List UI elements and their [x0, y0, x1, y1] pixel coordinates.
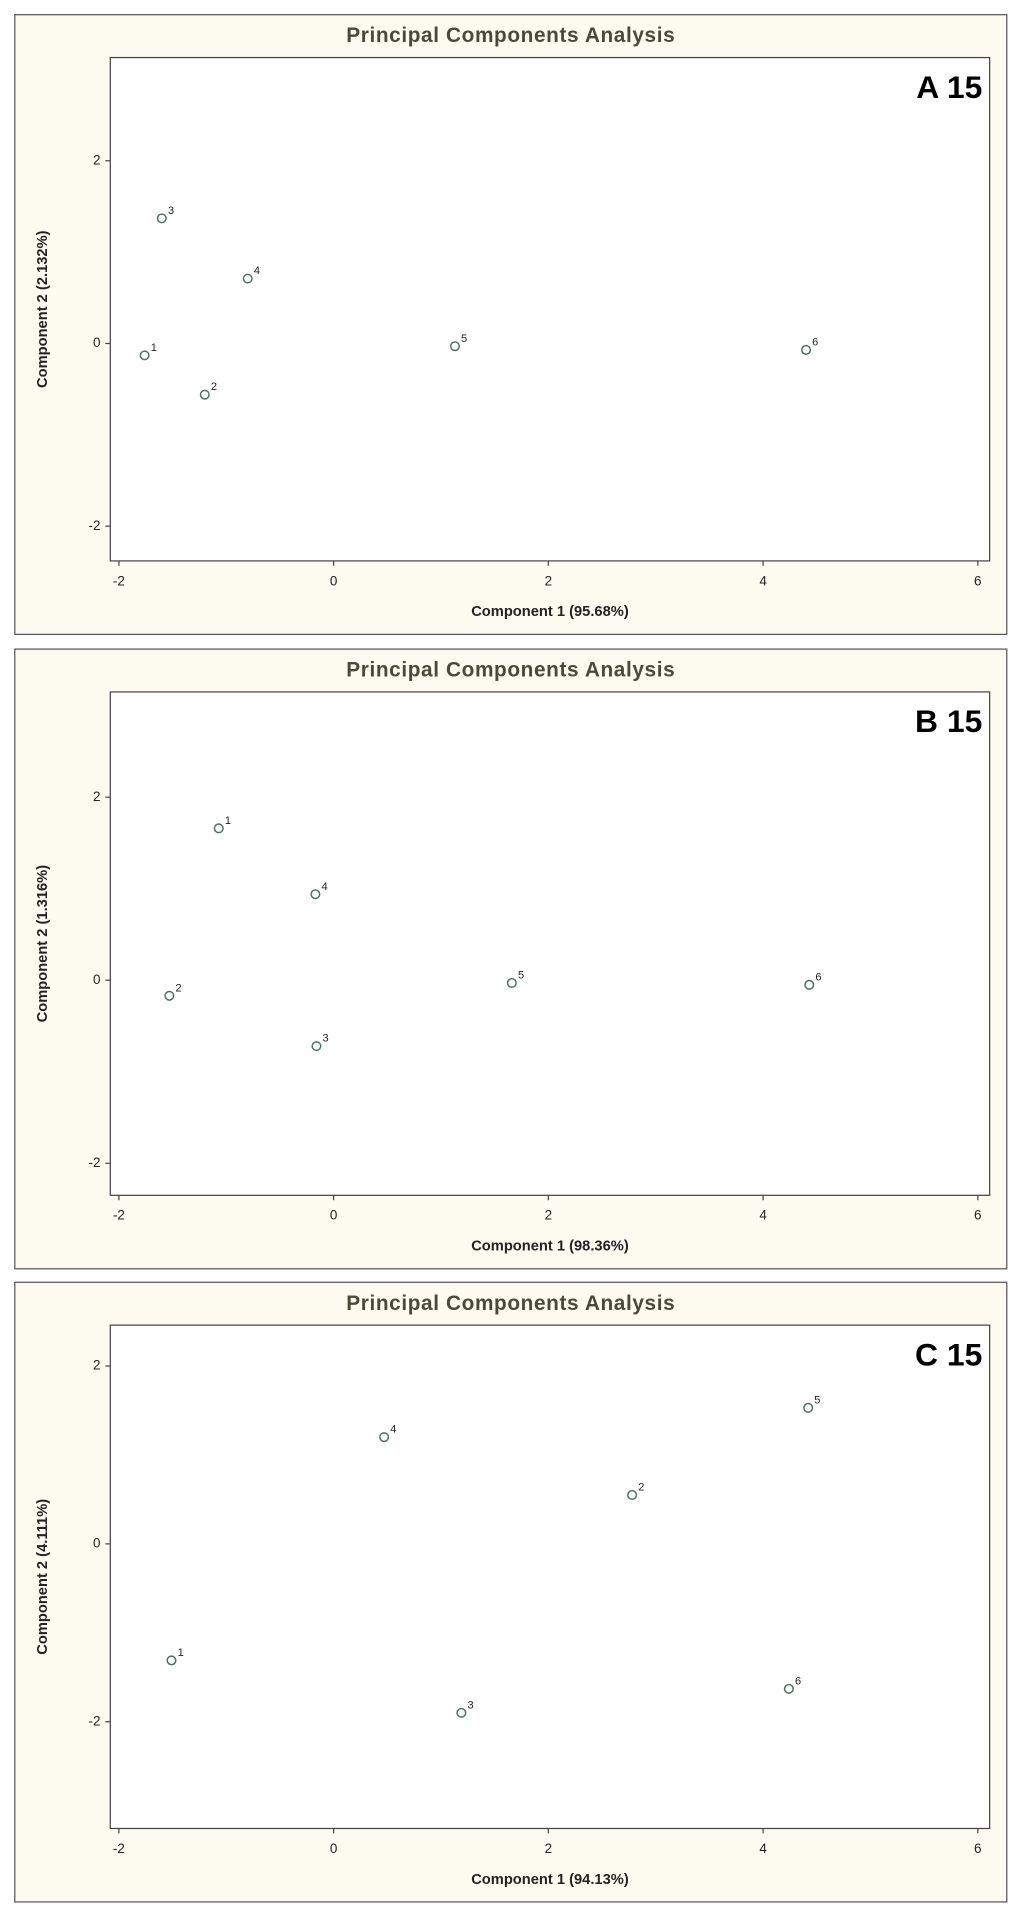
chart-title: Principal Components Analysis: [346, 659, 675, 682]
x-axis-label: Component 1 (98.36%): [471, 1239, 629, 1255]
point: [242, 273, 253, 284]
point-label: 4: [321, 881, 327, 893]
plot-area: [109, 1324, 991, 1830]
point: [803, 1402, 814, 1413]
y-axis-label: Component 2 (4.111%): [35, 1499, 51, 1655]
point: [164, 990, 175, 1001]
point-label: 1: [225, 815, 231, 827]
point-label: 5: [518, 970, 524, 982]
point-label: 3: [468, 1699, 474, 1711]
point-label: 6: [812, 336, 818, 348]
point-label: 5: [461, 333, 467, 345]
point: [379, 1432, 390, 1443]
y-tick-label: -2: [89, 518, 101, 533]
y-tick-label: 0: [93, 1535, 101, 1550]
point-label: 1: [151, 342, 157, 354]
y-tick-label: 2: [93, 789, 101, 804]
point-label: 1: [178, 1647, 184, 1659]
y-axis-label: Component 2 (2.132%): [35, 230, 51, 388]
y-tick-label: 0: [93, 972, 101, 987]
point: [199, 389, 210, 400]
panel-tag: C 15: [915, 1336, 982, 1372]
point: [627, 1489, 638, 1501]
point-label: 6: [815, 971, 821, 983]
y-axis-label: Component 2 (1.316%): [35, 865, 51, 1023]
point-label: 4: [390, 1424, 396, 1436]
point: [310, 889, 321, 900]
x-tick-label: 0: [330, 1208, 338, 1223]
x-tick-label: -2: [113, 1841, 125, 1856]
x-tick-label: 4: [759, 1841, 767, 1856]
chart-title: Principal Components Analysis: [346, 1292, 675, 1315]
panel-tag: A 15: [916, 69, 982, 105]
y-tick-label: 2: [93, 152, 101, 167]
point: [506, 977, 517, 989]
chart-title: Principal Components Analysis: [346, 24, 675, 47]
point: [456, 1707, 467, 1718]
x-tick-label: 4: [759, 1208, 767, 1223]
x-tick-label: 6: [974, 1208, 982, 1223]
y-tick-label: 0: [93, 335, 101, 350]
x-tick-label: 2: [545, 1841, 553, 1856]
point: [166, 1655, 177, 1666]
point-label: 3: [168, 205, 174, 217]
point: [139, 350, 150, 361]
y-tick-label: -2: [89, 1713, 101, 1728]
point-label: 6: [795, 1675, 801, 1687]
x-tick-label: 0: [330, 573, 338, 588]
point: [156, 213, 167, 224]
point-label: 2: [175, 982, 181, 994]
point-label: 2: [211, 381, 217, 393]
plot-area: [109, 691, 991, 1196]
point-label: 5: [814, 1394, 820, 1406]
point-label: 4: [254, 265, 260, 277]
x-tick-label: -2: [113, 1208, 125, 1223]
panel-tag: B 15: [915, 703, 982, 739]
x-tick-label: 6: [974, 1841, 982, 1856]
point: [783, 1683, 794, 1694]
point-label: 2: [638, 1482, 644, 1494]
x-axis-label: Component 1 (94.13%): [471, 1872, 629, 1888]
y-tick-label: -2: [89, 1155, 101, 1170]
x-tick-label: 2: [545, 1208, 553, 1223]
y-tick-label: 2: [93, 1358, 101, 1373]
x-tick-label: 2: [545, 573, 553, 588]
point: [449, 341, 460, 352]
point: [804, 979, 815, 990]
point: [311, 1041, 322, 1052]
x-axis-label: Component 1 (95.68%): [471, 604, 629, 620]
point: [213, 823, 224, 834]
x-tick-label: 0: [330, 1841, 338, 1856]
plot-area: [109, 56, 991, 562]
x-tick-label: -2: [113, 573, 125, 588]
x-tick-label: 4: [759, 573, 767, 588]
point-label: 3: [323, 1033, 329, 1045]
point: [801, 344, 812, 355]
x-tick-label: 6: [974, 573, 982, 588]
